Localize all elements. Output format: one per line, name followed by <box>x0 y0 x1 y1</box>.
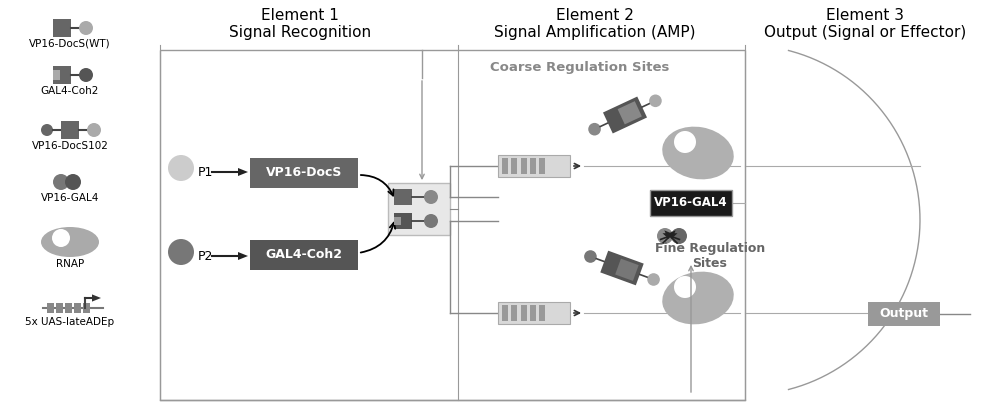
Text: GAL4-Coh2: GAL4-Coh2 <box>41 86 99 96</box>
Polygon shape <box>662 233 671 239</box>
Text: VP16-DocS(WT): VP16-DocS(WT) <box>29 39 111 49</box>
Bar <box>47 303 54 313</box>
Bar <box>65 303 72 313</box>
Polygon shape <box>238 168 248 176</box>
Text: VP16-DocS102: VP16-DocS102 <box>32 141 108 151</box>
Bar <box>521 158 527 174</box>
Text: Element 1: Element 1 <box>261 8 339 23</box>
Ellipse shape <box>662 127 734 179</box>
Circle shape <box>674 276 696 298</box>
Text: Signal Amplification (AMP): Signal Amplification (AMP) <box>494 24 696 39</box>
Bar <box>53 70 60 80</box>
Text: Output: Output <box>880 307 928 320</box>
Text: Fine Regulation
Sites: Fine Regulation Sites <box>655 242 765 270</box>
Bar <box>530 158 536 174</box>
Bar <box>539 158 545 174</box>
Bar <box>250 158 358 188</box>
Polygon shape <box>600 251 644 285</box>
Circle shape <box>647 273 660 286</box>
Circle shape <box>52 229 70 247</box>
Circle shape <box>65 174 81 190</box>
Circle shape <box>87 123 101 137</box>
Bar <box>53 66 71 84</box>
Polygon shape <box>668 230 676 238</box>
Circle shape <box>53 174 69 190</box>
Bar <box>388 183 450 235</box>
Circle shape <box>79 21 93 35</box>
Bar <box>502 158 508 174</box>
Polygon shape <box>92 294 101 302</box>
Text: 5x UAS-lateADEp: 5x UAS-lateADEp <box>25 317 115 327</box>
Bar <box>498 302 570 324</box>
Bar <box>56 303 63 313</box>
Polygon shape <box>618 101 642 124</box>
Polygon shape <box>669 233 678 239</box>
Circle shape <box>79 68 93 82</box>
Text: P1: P1 <box>198 166 213 179</box>
Bar <box>502 305 508 321</box>
Bar <box>539 305 545 321</box>
Bar <box>650 190 732 216</box>
Ellipse shape <box>41 227 99 257</box>
Bar <box>83 303 90 313</box>
Polygon shape <box>664 230 672 238</box>
Circle shape <box>168 155 194 181</box>
Bar <box>511 305 517 321</box>
Bar <box>250 240 358 270</box>
Circle shape <box>41 124 53 136</box>
Bar <box>530 305 536 321</box>
Circle shape <box>674 131 696 153</box>
Bar <box>511 158 517 174</box>
Circle shape <box>657 228 673 244</box>
Circle shape <box>424 214 438 228</box>
Polygon shape <box>238 252 248 260</box>
Circle shape <box>588 123 601 136</box>
Bar <box>53 19 71 37</box>
Circle shape <box>671 228 687 244</box>
Text: Element 2: Element 2 <box>556 8 634 23</box>
Bar <box>394 217 401 225</box>
Text: Coarse Regulation Sites: Coarse Regulation Sites <box>490 61 670 74</box>
Text: VP16-DocS: VP16-DocS <box>266 166 342 179</box>
Text: Signal Recognition: Signal Recognition <box>229 24 371 39</box>
Text: Element 3: Element 3 <box>826 8 904 23</box>
Polygon shape <box>615 259 639 281</box>
Text: VP16-GAL4: VP16-GAL4 <box>41 193 99 203</box>
Bar <box>394 189 412 205</box>
Circle shape <box>584 250 597 263</box>
Polygon shape <box>603 97 647 134</box>
Bar <box>498 155 570 177</box>
Ellipse shape <box>662 272 734 324</box>
Bar <box>521 305 527 321</box>
Bar <box>74 303 81 313</box>
Bar <box>394 213 412 229</box>
Text: RNAP: RNAP <box>56 259 84 269</box>
Bar <box>160 50 745 400</box>
Circle shape <box>649 94 662 107</box>
Bar <box>868 302 940 326</box>
Circle shape <box>424 190 438 204</box>
Text: Output (Signal or Effector): Output (Signal or Effector) <box>764 24 966 39</box>
Text: VP16-GAL4: VP16-GAL4 <box>654 197 728 210</box>
Text: GAL4-Coh2: GAL4-Coh2 <box>266 249 342 262</box>
Circle shape <box>168 239 194 265</box>
Text: P2: P2 <box>198 250 213 263</box>
Bar <box>61 121 79 139</box>
